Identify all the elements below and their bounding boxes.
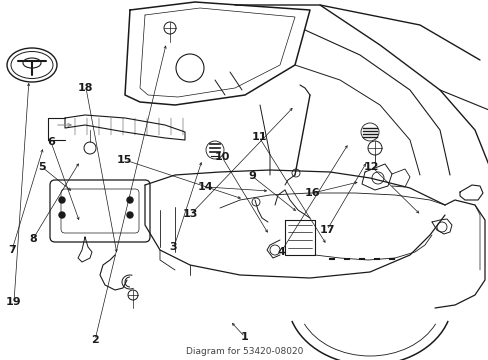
Text: 14: 14 [197,182,213,192]
Text: 10: 10 [214,152,230,162]
Text: 11: 11 [251,132,266,142]
Text: 6: 6 [47,137,55,147]
Text: 19: 19 [6,297,21,307]
Text: Diagram for 53420-08020: Diagram for 53420-08020 [185,347,303,356]
Text: 3: 3 [169,242,177,252]
Text: 15: 15 [117,155,132,165]
Text: 8: 8 [29,234,37,244]
Text: 18: 18 [78,83,93,93]
Text: 5: 5 [38,162,45,172]
Circle shape [59,212,65,218]
Text: 7: 7 [8,245,16,255]
Text: 9: 9 [247,171,255,181]
Text: 12: 12 [363,162,379,172]
Circle shape [127,197,133,203]
Text: 13: 13 [183,209,198,219]
Text: 17: 17 [319,225,335,235]
Text: 1: 1 [240,332,248,342]
Circle shape [59,197,65,203]
Circle shape [127,212,133,218]
Text: 2: 2 [91,335,99,345]
Text: 16: 16 [305,188,320,198]
Text: 4: 4 [277,247,285,257]
